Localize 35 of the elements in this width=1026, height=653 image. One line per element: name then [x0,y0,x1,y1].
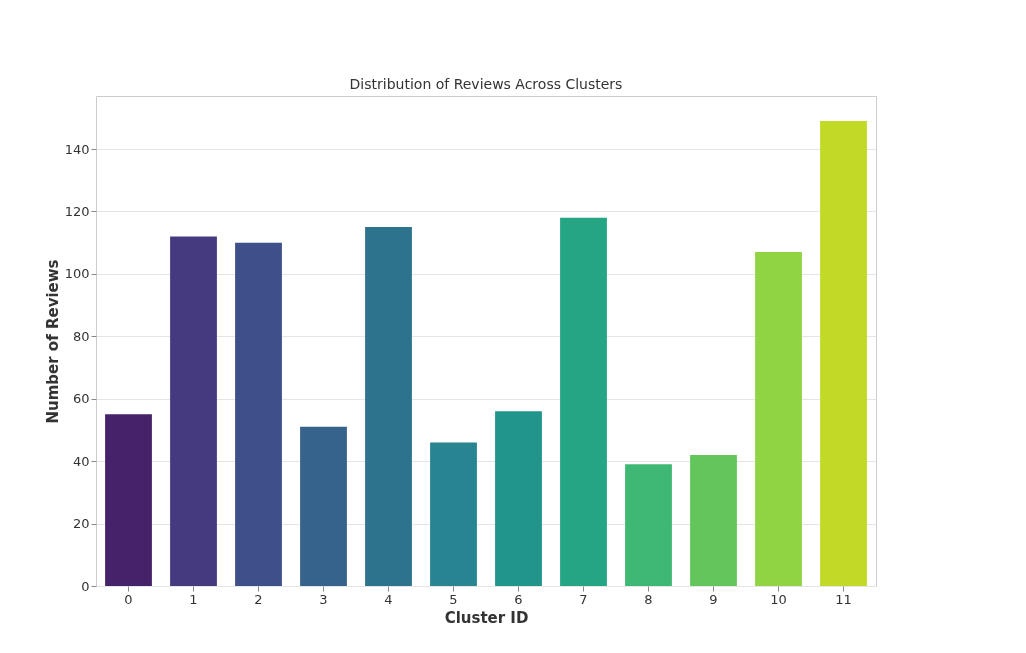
x-tick-label: 10 [770,591,787,607]
bar [235,242,282,586]
chart-title: Distribution of Reviews Across Clusters [349,76,623,92]
bar [365,227,412,586]
x-tick-label: 2 [254,591,263,607]
bar [430,442,477,586]
bar [820,120,867,586]
y-axis-title: Number of Reviews [43,259,62,424]
x-tick-label: 8 [644,591,653,607]
bar [105,414,152,586]
x-tick-label: 7 [579,591,588,607]
y-tick-label: 0 [81,578,90,594]
x-tick-label: 1 [189,591,198,607]
x-tick-label: 6 [514,591,523,607]
y-tick-label: 40 [72,453,90,469]
x-axis-title: Cluster ID [444,608,529,627]
y-tick-label: 20 [72,516,90,532]
bar [300,426,347,586]
bar [560,217,607,586]
y-tick-label: 80 [72,328,90,344]
x-tick-label: 3 [319,591,328,607]
bar [690,454,737,586]
x-tick-label: 5 [449,591,458,607]
bar [755,252,802,586]
bar [495,411,542,586]
x-tick-label: 0 [124,591,133,607]
y-tick-label: 60 [72,391,90,407]
y-tick-label: 140 [64,141,90,157]
x-tick-label: 11 [835,591,852,607]
bar [170,236,217,586]
x-tick-label: 9 [709,591,718,607]
x-tick-label: 4 [384,591,393,607]
bar [625,464,672,586]
y-tick-label: 100 [64,266,90,282]
y-tick-label: 120 [64,203,90,219]
